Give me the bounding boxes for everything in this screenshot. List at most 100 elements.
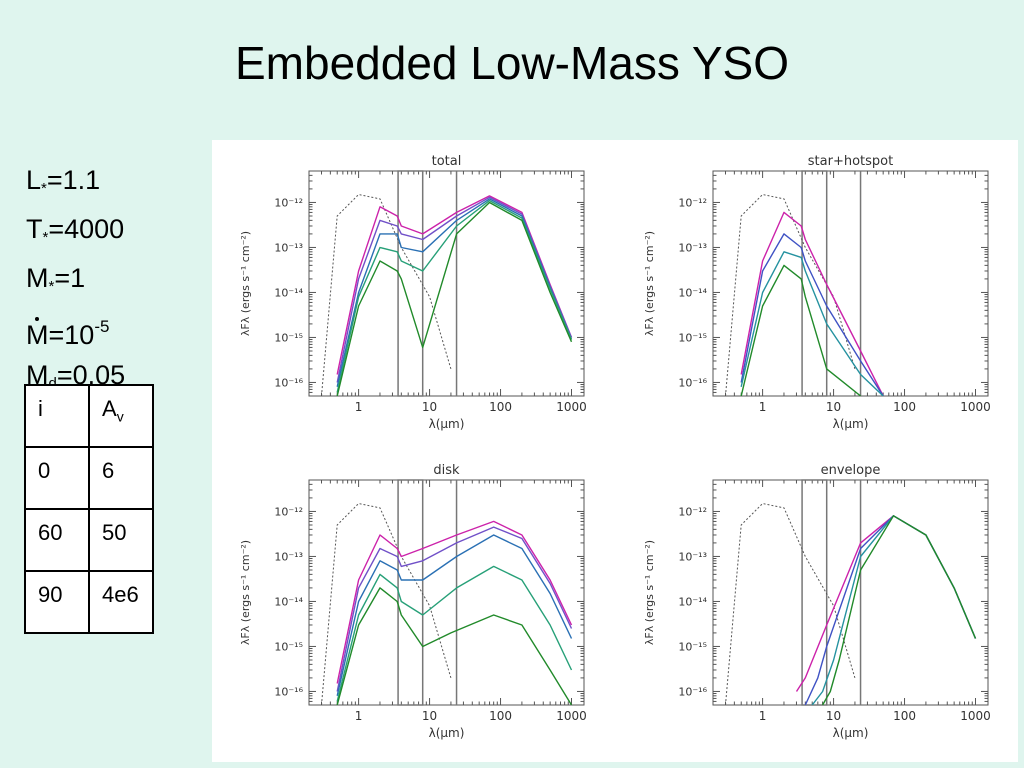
sed-figure: total 1 10 100 1000 10⁻¹² 10⁻¹³ 10⁻¹⁴ 10⁻¹⁵ 10⁻¹⁶… bbox=[212, 140, 1018, 762]
table-header-row: i Av bbox=[24, 384, 154, 448]
table-cell: 60 bbox=[24, 508, 90, 572]
y-tick-label: 10⁻¹⁶ bbox=[678, 685, 707, 698]
y-tick-label: 10⁻¹⁵ bbox=[274, 640, 303, 653]
y-tick-label: 10⁻¹⁵ bbox=[274, 331, 303, 344]
y-tick-label: 10⁻¹⁶ bbox=[274, 376, 303, 389]
chart-panel-star-hotspot: star+hotspot 1 10 100 1000 10⁻¹² 10⁻¹³ 10⁻¹⁴ 10⁻… bbox=[643, 154, 991, 431]
sed-series-line bbox=[336, 534, 573, 696]
x-tick-label: 1 bbox=[759, 709, 767, 723]
stellar-photosphere-line bbox=[725, 502, 856, 705]
chart-panel-total: total 1 10 100 1000 10⁻¹² 10⁻¹³ 10⁻¹⁴ 10⁻¹⁵ 10⁻¹⁶… bbox=[239, 154, 587, 431]
x-axis-label: λ(μm) bbox=[429, 417, 465, 431]
y-axis-label: λFλ (ergs s⁻¹ cm⁻²) bbox=[643, 540, 656, 645]
y-tick-label: 10⁻¹² bbox=[678, 505, 707, 518]
y-tick-label: 10⁻¹⁴ bbox=[678, 595, 707, 608]
extinction-table: i Av 0 6 60 50 90 4e6 bbox=[24, 384, 154, 634]
x-tick-label: 100 bbox=[489, 400, 512, 414]
accretion-rate-param: M=10-5 bbox=[26, 307, 125, 355]
x-tick-label: 100 bbox=[893, 709, 916, 723]
sed-series-line bbox=[811, 515, 977, 705]
sed-series-line bbox=[740, 251, 884, 396]
x-tick-label: 1000 bbox=[960, 400, 991, 414]
y-tick-label: 10⁻¹² bbox=[274, 196, 303, 209]
x-tick-label: 1000 bbox=[556, 400, 587, 414]
sed-series-line bbox=[740, 264, 862, 396]
x-tick-label: 100 bbox=[489, 709, 512, 723]
sed-series-line bbox=[804, 515, 977, 705]
y-tick-label: 10⁻¹⁵ bbox=[678, 640, 707, 653]
x-tick-label: 10 bbox=[422, 709, 437, 723]
table-cell: 0 bbox=[24, 446, 90, 510]
series-group bbox=[321, 193, 573, 396]
mass-param: M*=1 bbox=[26, 263, 86, 295]
series-group bbox=[725, 502, 977, 705]
y-tick-label: 10⁻¹⁵ bbox=[678, 331, 707, 344]
y-tick-label: 10⁻¹³ bbox=[274, 241, 303, 254]
aperture-box bbox=[397, 170, 424, 397]
chart-panel-disk: disk 1 10 100 1000 10⁻¹² 10⁻¹³ 10⁻¹⁴ 10⁻¹⁵ 10⁻¹⁶ λ… bbox=[239, 463, 587, 740]
x-axis-label: λ(μm) bbox=[833, 726, 869, 740]
table-row: 90 4e6 bbox=[24, 570, 154, 634]
x-tick-label: 1 bbox=[355, 400, 363, 414]
stellar-photosphere-line bbox=[725, 193, 856, 396]
table-cell: 6 bbox=[88, 446, 154, 510]
stellar-photosphere-line bbox=[321, 502, 452, 705]
x-tick-label: 1 bbox=[355, 709, 363, 723]
y-axis-label: λFλ (ergs s⁻¹ cm⁻²) bbox=[643, 231, 656, 336]
chart-title: total bbox=[432, 154, 462, 169]
x-tick-label: 10 bbox=[826, 709, 841, 723]
plot-frame bbox=[712, 170, 989, 397]
y-axis-label: λFλ (ergs s⁻¹ cm⁻²) bbox=[239, 231, 252, 336]
plot-frame bbox=[308, 479, 585, 706]
y-tick-label: 10⁻¹² bbox=[678, 196, 707, 209]
sed-series-line bbox=[336, 526, 573, 692]
table-row: 0 6 bbox=[24, 446, 154, 510]
y-tick-label: 10⁻¹⁶ bbox=[678, 376, 707, 389]
sed-series-line bbox=[740, 233, 884, 396]
sed-series-line bbox=[336, 201, 573, 396]
temperature-param: T*=4000 bbox=[26, 214, 125, 246]
y-tick-label: 10⁻¹⁴ bbox=[274, 286, 303, 299]
stellar-photosphere-line bbox=[321, 193, 452, 396]
x-tick-label: 1000 bbox=[960, 709, 991, 723]
parameter-list: L*=1.1 T*=4000 M*=1 M=10-5 Md=0.05 bbox=[26, 160, 125, 404]
y-axis-label: λFλ (ergs s⁻¹ cm⁻²) bbox=[239, 540, 252, 645]
y-tick-label: 10⁻¹³ bbox=[274, 550, 303, 563]
series-group bbox=[725, 193, 884, 396]
table-cell: 90 bbox=[24, 570, 90, 634]
table-row: 60 50 bbox=[24, 508, 154, 572]
y-tick-label: 10⁻¹⁴ bbox=[274, 595, 303, 608]
y-tick-label: 10⁻¹² bbox=[274, 505, 303, 518]
sed-series-line bbox=[336, 198, 573, 387]
sed-series-line bbox=[336, 199, 573, 393]
sed-series-line bbox=[336, 565, 573, 702]
chart-title: disk bbox=[433, 463, 460, 478]
x-tick-label: 10 bbox=[422, 400, 437, 414]
x-axis-label: λ(μm) bbox=[833, 417, 869, 431]
y-tick-label: 10⁻¹⁶ bbox=[274, 685, 303, 698]
sed-series-line bbox=[795, 515, 977, 692]
sed-series-line bbox=[336, 520, 573, 684]
x-tick-label: 100 bbox=[893, 400, 916, 414]
table-cell: 50 bbox=[88, 508, 154, 572]
x-axis-label: λ(μm) bbox=[429, 726, 465, 740]
slide-title: Embedded Low-Mass YSO bbox=[235, 37, 789, 89]
y-tick-label: 10⁻¹³ bbox=[678, 241, 707, 254]
sed-series-line bbox=[821, 515, 977, 705]
chart-title: star+hotspot bbox=[808, 154, 893, 169]
chart-panel-envelope: envelope 1 10 100 1000 10⁻¹² 10⁻¹³ 10⁻¹⁴ 10⁻¹⁵ 10… bbox=[643, 463, 991, 740]
sed-series-line bbox=[336, 196, 573, 383]
sed-series-line bbox=[740, 211, 884, 396]
series-group bbox=[321, 502, 573, 705]
table-header-cell: i bbox=[24, 384, 90, 448]
sed-series-line bbox=[336, 587, 573, 705]
sed-plots-svg: total 1 10 100 1000 10⁻¹² 10⁻¹³ 10⁻¹⁴ 10⁻¹⁵ 10⁻¹⁶… bbox=[239, 154, 991, 740]
chart-title: envelope bbox=[821, 463, 881, 478]
x-tick-label: 10 bbox=[826, 400, 841, 414]
x-tick-label: 1 bbox=[759, 400, 767, 414]
table-header-cell: Av bbox=[88, 384, 154, 448]
plot-frame bbox=[308, 170, 585, 397]
aperture-box bbox=[801, 170, 828, 397]
y-tick-label: 10⁻¹⁴ bbox=[678, 286, 707, 299]
aperture-box bbox=[397, 479, 424, 706]
